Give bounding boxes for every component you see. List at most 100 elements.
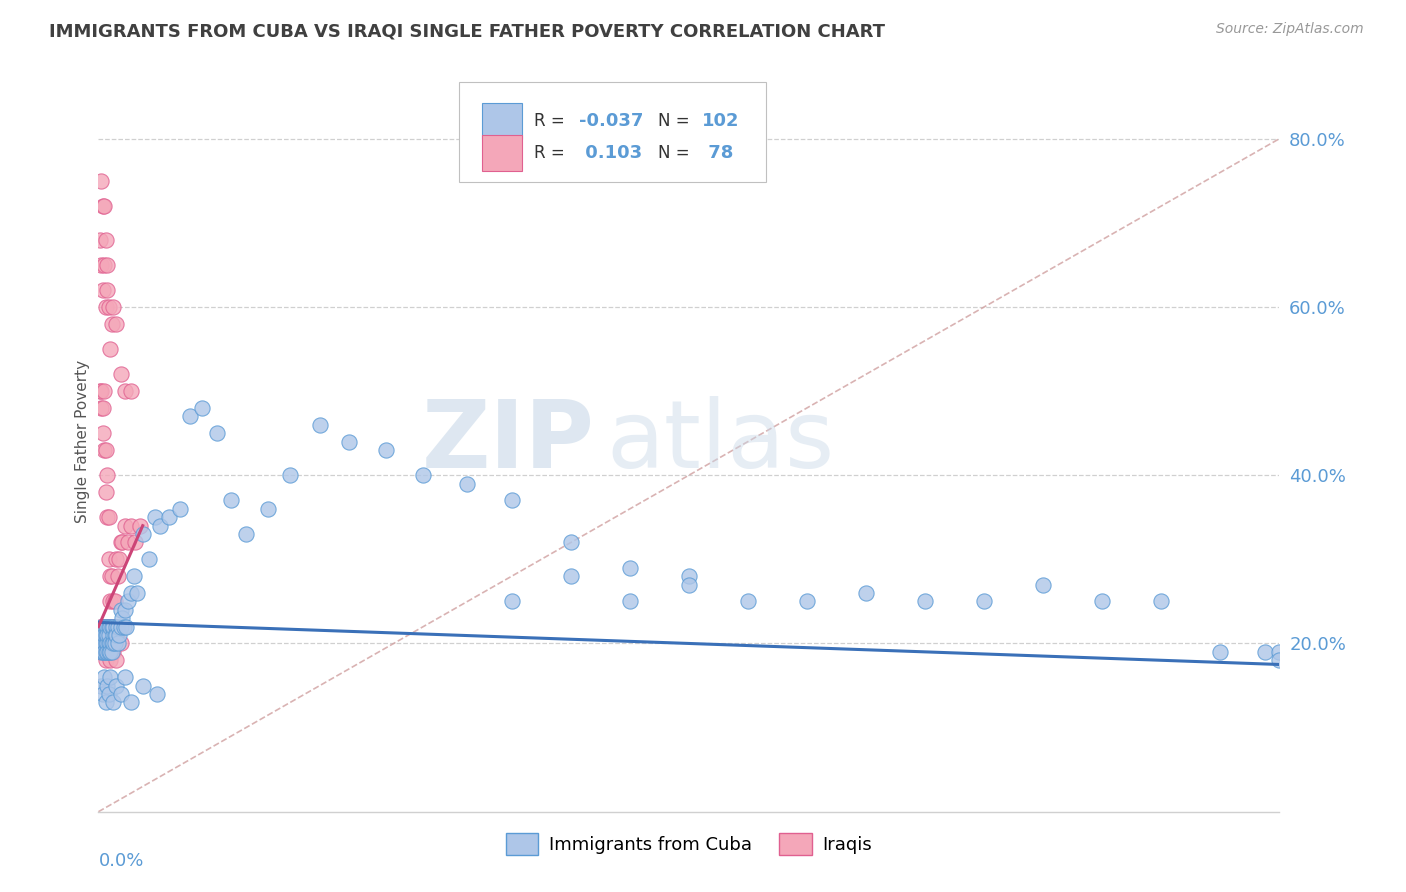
Point xyxy=(221,493,243,508)
Point xyxy=(1268,653,1291,667)
Point xyxy=(103,695,125,709)
Text: 0.103: 0.103 xyxy=(579,144,643,161)
Point xyxy=(93,384,115,398)
Point xyxy=(96,619,118,633)
Point xyxy=(90,679,112,693)
Point xyxy=(122,569,145,583)
Point xyxy=(115,619,138,633)
Point xyxy=(110,636,132,650)
Point xyxy=(619,560,641,574)
Point xyxy=(104,619,127,633)
Point xyxy=(91,283,114,297)
Point xyxy=(105,628,128,642)
Point xyxy=(125,586,148,600)
Point xyxy=(97,636,120,650)
Point xyxy=(91,426,114,441)
Point xyxy=(146,687,169,701)
Legend: Immigrants from Cuba, Iraqis: Immigrants from Cuba, Iraqis xyxy=(499,825,879,862)
Point xyxy=(98,653,121,667)
Point xyxy=(91,619,114,633)
Y-axis label: Single Father Poverty: Single Father Poverty xyxy=(75,360,90,523)
Point xyxy=(120,384,142,398)
Point xyxy=(1091,594,1114,608)
Point xyxy=(796,594,818,608)
Point xyxy=(117,594,139,608)
Point xyxy=(89,384,111,398)
Point xyxy=(973,594,995,608)
Point xyxy=(120,695,142,709)
Point xyxy=(103,619,125,633)
Point xyxy=(339,434,361,449)
Point xyxy=(96,645,118,659)
Point xyxy=(98,636,121,650)
Point xyxy=(90,619,112,633)
Point xyxy=(257,501,280,516)
Point xyxy=(93,670,115,684)
Point xyxy=(110,687,132,701)
Point xyxy=(96,636,118,650)
Point xyxy=(94,653,117,667)
Point xyxy=(103,619,125,633)
Point xyxy=(94,628,117,642)
Point xyxy=(157,510,180,524)
Point xyxy=(149,518,172,533)
FancyBboxPatch shape xyxy=(482,103,523,139)
Text: 0.0%: 0.0% xyxy=(98,853,143,871)
Point xyxy=(100,636,122,650)
Point xyxy=(97,645,120,659)
Point xyxy=(90,258,112,272)
Point xyxy=(375,442,398,457)
Point xyxy=(104,636,127,650)
Point xyxy=(93,645,115,659)
Point xyxy=(100,636,122,650)
Point xyxy=(501,493,523,508)
Point xyxy=(89,636,111,650)
Point xyxy=(91,401,114,415)
Point xyxy=(105,317,128,331)
Point xyxy=(97,687,120,701)
Text: R =: R = xyxy=(534,144,571,161)
Text: R =: R = xyxy=(534,112,571,130)
Point xyxy=(103,619,125,633)
Point xyxy=(457,476,479,491)
Point xyxy=(96,636,118,650)
Point xyxy=(103,594,125,608)
Point xyxy=(100,619,122,633)
Point xyxy=(96,679,118,693)
Point xyxy=(179,409,201,424)
Point xyxy=(98,569,121,583)
Point xyxy=(100,619,122,633)
Point xyxy=(205,426,228,441)
Point xyxy=(94,619,117,633)
Point xyxy=(94,485,117,500)
Point xyxy=(96,619,118,633)
Point xyxy=(96,258,118,272)
Point xyxy=(107,619,129,633)
Point xyxy=(91,619,114,633)
Point xyxy=(93,258,115,272)
Point xyxy=(94,645,117,659)
Point xyxy=(619,594,641,608)
Point xyxy=(104,628,127,642)
Point xyxy=(98,645,121,659)
Point xyxy=(93,619,115,633)
Point xyxy=(132,679,155,693)
Point xyxy=(169,501,191,516)
Point xyxy=(107,636,129,650)
Point xyxy=(105,619,128,633)
Point xyxy=(1209,645,1232,659)
Point xyxy=(91,636,114,650)
Point xyxy=(90,645,112,659)
Point xyxy=(114,603,136,617)
Point xyxy=(111,535,134,549)
Point xyxy=(90,628,112,642)
Point xyxy=(124,535,146,549)
Point xyxy=(98,594,121,608)
Point xyxy=(97,619,120,633)
Point xyxy=(103,636,125,650)
Point xyxy=(94,619,117,633)
Point xyxy=(90,384,112,398)
Point xyxy=(128,518,150,533)
Point xyxy=(560,569,582,583)
Text: 78: 78 xyxy=(702,144,734,161)
